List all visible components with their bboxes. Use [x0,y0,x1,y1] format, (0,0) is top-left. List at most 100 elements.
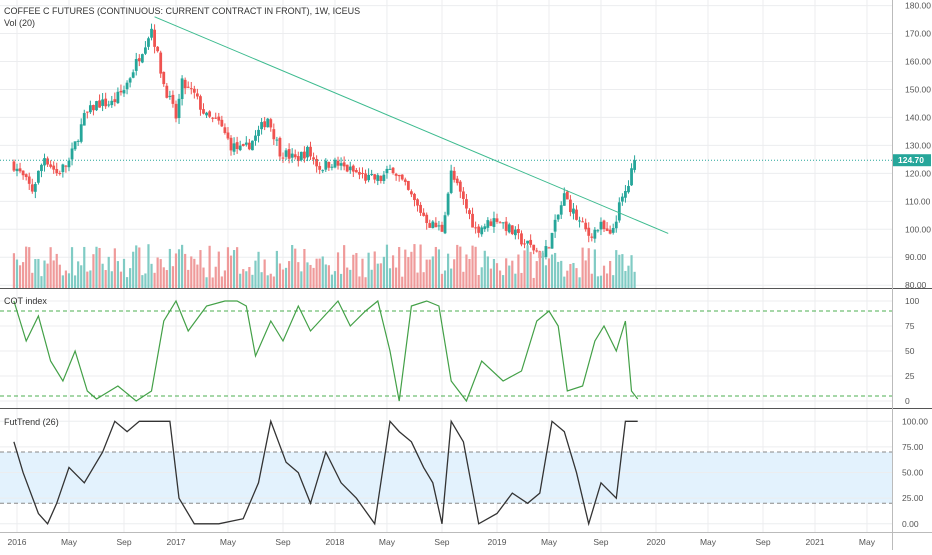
cot-index-line [13,299,639,403]
volume-bar [242,269,245,288]
volume-bar [70,247,74,288]
volume-bar [125,277,129,288]
volume-bar [517,254,520,288]
candle-body [235,142,239,150]
volume-bar [336,252,340,288]
volume-bar [31,272,34,288]
candle-body [73,141,77,150]
volume-bar [312,267,315,288]
candle-body [192,88,196,93]
x-tick-label: May [541,537,558,547]
candle-body [208,111,212,117]
futtrend-tick-label: 25.00 [902,493,924,503]
volume-bar [15,259,19,288]
volume-bar [254,260,257,288]
candle-body [55,169,59,174]
volume-bar [95,246,98,288]
x-tick-label: 2019 [488,537,507,547]
volume-bar [315,258,318,288]
candle-body [458,181,462,192]
volume-bar [609,260,612,288]
volume-bar [440,273,444,288]
volume-bar [569,264,572,288]
volume-bar [355,253,358,288]
candle-body [517,229,520,233]
volume-bar [318,258,321,288]
volume-bar [223,270,227,288]
volume-bar [177,249,181,288]
candle-body [147,38,150,47]
candle-body [137,58,141,62]
candle-body [584,222,588,230]
volume-bar [236,247,239,288]
x-tick-label: 2021 [806,537,825,547]
x-tick-label: Sep [434,537,449,547]
price-tick-label: 100.00 [905,224,931,234]
candle-body [468,210,471,215]
volume-bar [401,276,404,288]
volume-bar [480,267,483,288]
candle-body [43,158,46,166]
candle-body [247,142,251,150]
candle-body [379,175,383,181]
candle-body [171,94,175,104]
volume-bar [520,272,523,288]
candle-body [177,98,181,119]
volume-bar [324,264,327,288]
x-tick-label: 2020 [647,537,666,547]
volume-bar [437,249,441,288]
candle-body [578,220,581,222]
x-tick-label: May [220,537,237,547]
volume-bar [581,247,584,288]
cot-tick-label: 100 [905,296,919,306]
volume-bar [300,271,303,288]
candle-body [605,228,609,231]
volume-bar [450,268,453,288]
candle-body [306,146,309,158]
volume-bar [627,265,630,288]
volume-bar [471,245,474,288]
candle-body [150,28,153,38]
volume-bar [208,245,211,288]
x-tick-label: Sep [593,537,608,547]
candle-body [287,149,291,159]
volume-bar [156,257,159,288]
candle-body [440,224,444,232]
volume-bar [379,263,382,288]
candle-body [324,160,328,170]
volume-bar [248,267,251,288]
candle-body [342,162,346,167]
trendline [154,16,669,234]
volume-bar [554,252,557,288]
candle-body [572,208,575,214]
volume-bar [486,256,489,288]
candle-body [195,93,199,97]
volume-bar [605,273,609,288]
candle-body [590,236,594,238]
candle-body [315,158,319,167]
candle-body [30,184,34,192]
volume-bar [272,276,275,288]
candle-body [410,191,413,195]
volume-bar [572,262,575,288]
candle-body [95,101,98,111]
volume-bar [251,274,254,288]
volume-bar [474,246,477,288]
volume-bar [541,252,544,288]
candle-body [61,164,65,173]
volume-bar [116,261,119,288]
candle-body [119,90,123,93]
volume-bar [61,275,64,288]
candle-body [174,103,178,119]
candle-body [513,229,517,236]
volume-bar [184,253,187,288]
candle-body [477,226,481,233]
candle-body [82,113,86,126]
candle-body [358,172,361,175]
candle-body [480,227,484,235]
volume-bar [43,260,46,288]
candle-body [523,243,526,245]
candle-body [602,220,606,229]
volume-bar [49,247,52,288]
